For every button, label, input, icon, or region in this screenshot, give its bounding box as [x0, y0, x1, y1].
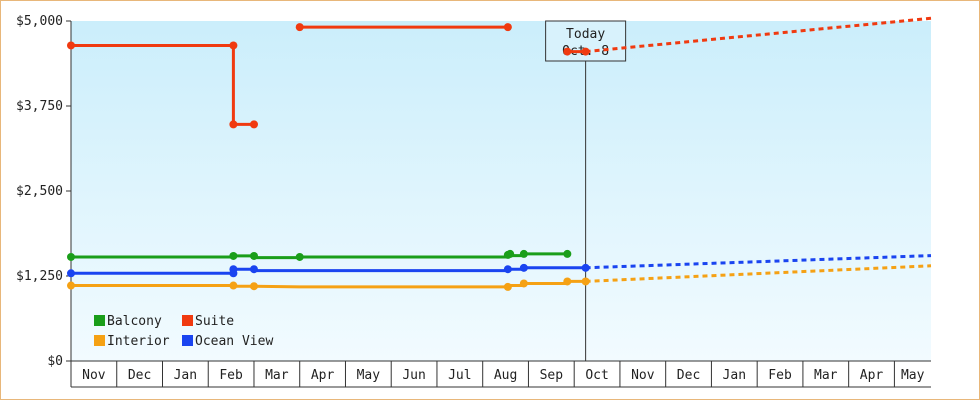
balcony-point-7 [563, 249, 572, 258]
interior-point-5 [563, 277, 572, 286]
x-month-label-11: Oct [585, 368, 608, 383]
ocean-view-projection-line [585, 254, 932, 270]
y-tick-label-2: $2,500 [16, 184, 63, 199]
balcony-point-2 [249, 251, 258, 260]
ocean-view-point-5 [519, 263, 528, 272]
x-month-label-10: Sep [540, 368, 564, 383]
balcony-point-5 [506, 249, 515, 258]
interior-point-2 [249, 282, 258, 291]
suite-point-7 [581, 47, 590, 56]
plot-area [71, 21, 931, 361]
legend-label-interior: Interior [107, 334, 170, 349]
suite-point-1 [229, 41, 238, 50]
x-month-label-0: Nov [82, 368, 106, 383]
interior-projection-line [585, 264, 932, 283]
ocean-view-point-2 [229, 265, 238, 274]
legend-label-suite: Suite [195, 314, 234, 329]
y-tick-label-4: $5,000 [16, 14, 63, 29]
x-month-label-6: May [357, 368, 381, 383]
x-month-label-18: May [901, 368, 925, 383]
x-month-label-15: Feb [768, 368, 792, 383]
x-month-label-16: Mar [814, 368, 838, 383]
interior-point-1 [229, 281, 238, 290]
x-month-label-12: Nov [631, 368, 655, 383]
balcony-point-1 [229, 251, 238, 260]
ocean-view-point-0 [67, 269, 75, 278]
balcony-point-3 [295, 252, 304, 261]
x-month-label-14: Jan [723, 368, 746, 383]
y-tick-label-3: $3,750 [16, 99, 63, 114]
y-tick-label-0: $0 [47, 354, 63, 369]
legend-label-ocean-view: Ocean View [195, 334, 273, 349]
x-month-label-5: Apr [311, 368, 335, 383]
x-month-label-8: Jul [448, 368, 471, 383]
legend-swatch-ocean-view [182, 335, 193, 346]
suite-point-4 [295, 23, 304, 32]
y-tick-label-1: $1,250 [16, 269, 63, 284]
ocean-view-point-4 [503, 265, 512, 274]
suite-point-2 [229, 120, 238, 129]
suite-point-0 [67, 41, 75, 50]
legend-swatch-balcony [94, 315, 105, 326]
balcony-point-0 [67, 252, 75, 261]
x-month-label-9: Aug [494, 368, 517, 383]
x-month-label-2: Jan [174, 368, 197, 383]
legend-swatch-interior [94, 335, 105, 346]
interior-point-3 [503, 282, 512, 291]
x-month-label-1: Dec [128, 368, 151, 383]
balcony-point-6 [519, 249, 528, 258]
x-month-label-4: Mar [265, 368, 289, 383]
ocean-view-point-3 [249, 265, 258, 274]
x-month-label-3: Feb [219, 368, 243, 383]
suite-projection-line [585, 16, 932, 54]
interior-point-4 [519, 279, 528, 288]
suite-line-segment-0 [71, 44, 254, 126]
x-month-label-13: Dec [677, 368, 700, 383]
interior-point-6 [581, 277, 590, 286]
suite-point-5 [503, 23, 512, 32]
suite-point-3 [249, 120, 258, 129]
today-label-line1: Today [566, 27, 605, 42]
x-month-label-7: Jun [402, 368, 425, 383]
suite-point-6 [563, 47, 572, 56]
legend-label-balcony: Balcony [107, 314, 162, 329]
ocean-view-point-6 [581, 263, 590, 272]
legend-swatch-suite [182, 315, 193, 326]
interior-point-0 [67, 281, 75, 290]
x-month-label-17: Apr [860, 368, 884, 383]
